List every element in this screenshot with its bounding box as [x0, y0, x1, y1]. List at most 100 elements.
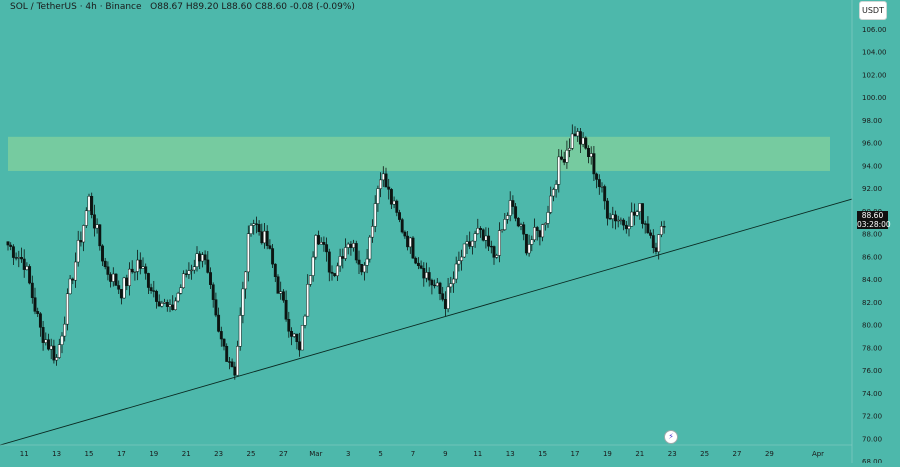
candle [20, 247, 23, 263]
candle [408, 236, 412, 254]
candle [101, 244, 104, 267]
candle [519, 222, 523, 231]
candle [344, 238, 347, 261]
candle [360, 264, 364, 276]
candle [446, 277, 450, 313]
low-value: L88.60 [221, 2, 253, 12]
time-tick-label: 11 [20, 450, 29, 458]
candle [268, 239, 272, 250]
candle [654, 242, 658, 255]
candle [527, 234, 531, 257]
candle [106, 261, 110, 281]
candle [52, 339, 56, 364]
support-trendline[interactable] [0, 198, 853, 446]
candle [522, 221, 526, 241]
candle [398, 209, 401, 223]
close-value: C88.60 [254, 2, 288, 12]
candle [98, 224, 102, 251]
candle [506, 212, 509, 224]
candle [14, 252, 18, 261]
currency-button[interactable]: USDT [859, 1, 887, 20]
symbol-title: SOL / TetherUS · 4h · Binance [10, 2, 142, 12]
candle [479, 226, 482, 238]
price-tick-label: 94.00 [862, 162, 882, 170]
candle [22, 249, 26, 278]
candle [219, 326, 223, 347]
candle [265, 225, 269, 250]
candle [538, 229, 542, 246]
candle [516, 217, 520, 228]
candle [111, 267, 115, 287]
candle [311, 251, 315, 282]
time-tick-label: 15 [538, 450, 547, 458]
candle [11, 244, 15, 266]
candle [119, 289, 123, 305]
candle [236, 340, 239, 376]
candle [41, 320, 45, 351]
candle [319, 237, 323, 245]
candle [611, 206, 615, 229]
price-tick-label: 106.00 [862, 26, 887, 34]
candle [592, 146, 596, 182]
candle [122, 276, 126, 299]
candle [600, 182, 604, 193]
change-value: -0.08 (-0.09%) [289, 2, 355, 12]
candle [74, 252, 77, 288]
candle [87, 193, 91, 212]
candle [662, 220, 666, 234]
candle [570, 124, 574, 151]
candle [541, 223, 545, 242]
candle [376, 185, 380, 212]
candle [514, 202, 518, 222]
time-tick-label: 5 [378, 450, 382, 458]
candle [603, 184, 607, 210]
candle [60, 332, 64, 354]
candle [303, 314, 307, 329]
candle [595, 172, 599, 189]
candle [38, 312, 42, 337]
candle [109, 272, 113, 288]
candle [460, 249, 464, 271]
candle [114, 273, 118, 286]
candle [6, 241, 10, 251]
candle [138, 252, 142, 275]
candle [435, 278, 439, 287]
time-tick-label: 3 [346, 450, 350, 458]
candle [581, 132, 585, 148]
candle [130, 260, 134, 274]
price-tick-label: 86.00 [862, 253, 882, 261]
candle [209, 267, 212, 289]
price-tick-label: 88.00 [862, 231, 882, 239]
candle [273, 263, 277, 283]
candle [230, 358, 234, 368]
candle [484, 227, 488, 249]
candle [403, 230, 407, 239]
price-tick-label: 102.00 [862, 71, 887, 79]
price-tick-label: 80.00 [862, 322, 882, 330]
time-tick-label: 29 [765, 450, 774, 458]
candle [182, 270, 185, 289]
lightning-bolt-icon[interactable]: ⚡ [664, 430, 678, 444]
candle [244, 271, 248, 299]
candle [76, 230, 80, 267]
candle [233, 361, 237, 380]
candle [492, 245, 496, 265]
candle [605, 197, 609, 226]
candle [25, 262, 29, 271]
candle [597, 174, 601, 195]
candle [503, 213, 507, 231]
candle [146, 272, 150, 294]
candle [335, 262, 339, 281]
candle [82, 224, 86, 252]
candle [279, 281, 283, 300]
candle [192, 259, 196, 274]
candle [257, 220, 261, 236]
candle [176, 291, 180, 303]
time-tick-label: 7 [411, 450, 415, 458]
bar-countdown: 03:28:00 [857, 220, 891, 229]
candle [627, 216, 631, 237]
candle [441, 286, 445, 302]
candle [171, 295, 175, 311]
